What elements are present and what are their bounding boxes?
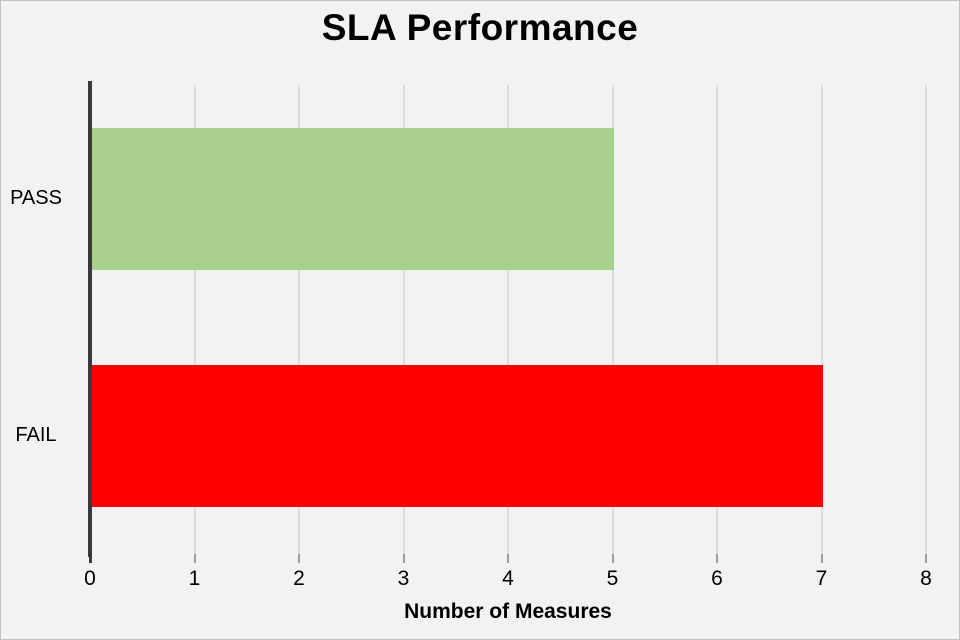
category-axis: PASS FAIL [1, 81, 77, 554]
gridline [611, 85, 614, 554]
tick-label: 7 [815, 567, 828, 590]
tick-mark [507, 554, 509, 563]
gridline [402, 85, 405, 554]
tick-mark [193, 554, 196, 563]
bar-fail [91, 364, 823, 507]
y-axis-line [88, 81, 92, 557]
tick-label: 3 [397, 567, 410, 590]
tick-label: 8 [920, 567, 932, 590]
gridline [716, 85, 718, 554]
tick-label: 1 [188, 567, 201, 590]
tick-label: 0 [84, 567, 96, 590]
x-axis-ticks: 0 1 2 3 4 5 6 7 8 [84, 554, 932, 604]
tick-mark [89, 554, 92, 563]
tick-mark [298, 554, 300, 563]
gridline [925, 85, 927, 554]
tick-mark [402, 554, 405, 563]
tick-mark [820, 554, 823, 563]
category-label-pass: PASS [10, 187, 62, 210]
tick-mark [925, 554, 927, 563]
tick-label: 6 [711, 567, 723, 590]
tick-label: 4 [502, 567, 514, 590]
plot-area [90, 81, 927, 554]
tick-label: 2 [293, 567, 305, 590]
gridline [507, 85, 509, 554]
gridline [193, 85, 196, 554]
category-label-fail: FAIL [15, 423, 57, 446]
chart-title: SLA Performance [321, 7, 639, 48]
bar-pass [91, 128, 614, 271]
tick-label: 5 [606, 567, 619, 590]
tick-mark [611, 554, 614, 563]
x-axis-title: Number of Measures [404, 600, 612, 623]
gridline [298, 85, 300, 554]
tick-mark [716, 554, 718, 563]
gridline [820, 85, 823, 554]
